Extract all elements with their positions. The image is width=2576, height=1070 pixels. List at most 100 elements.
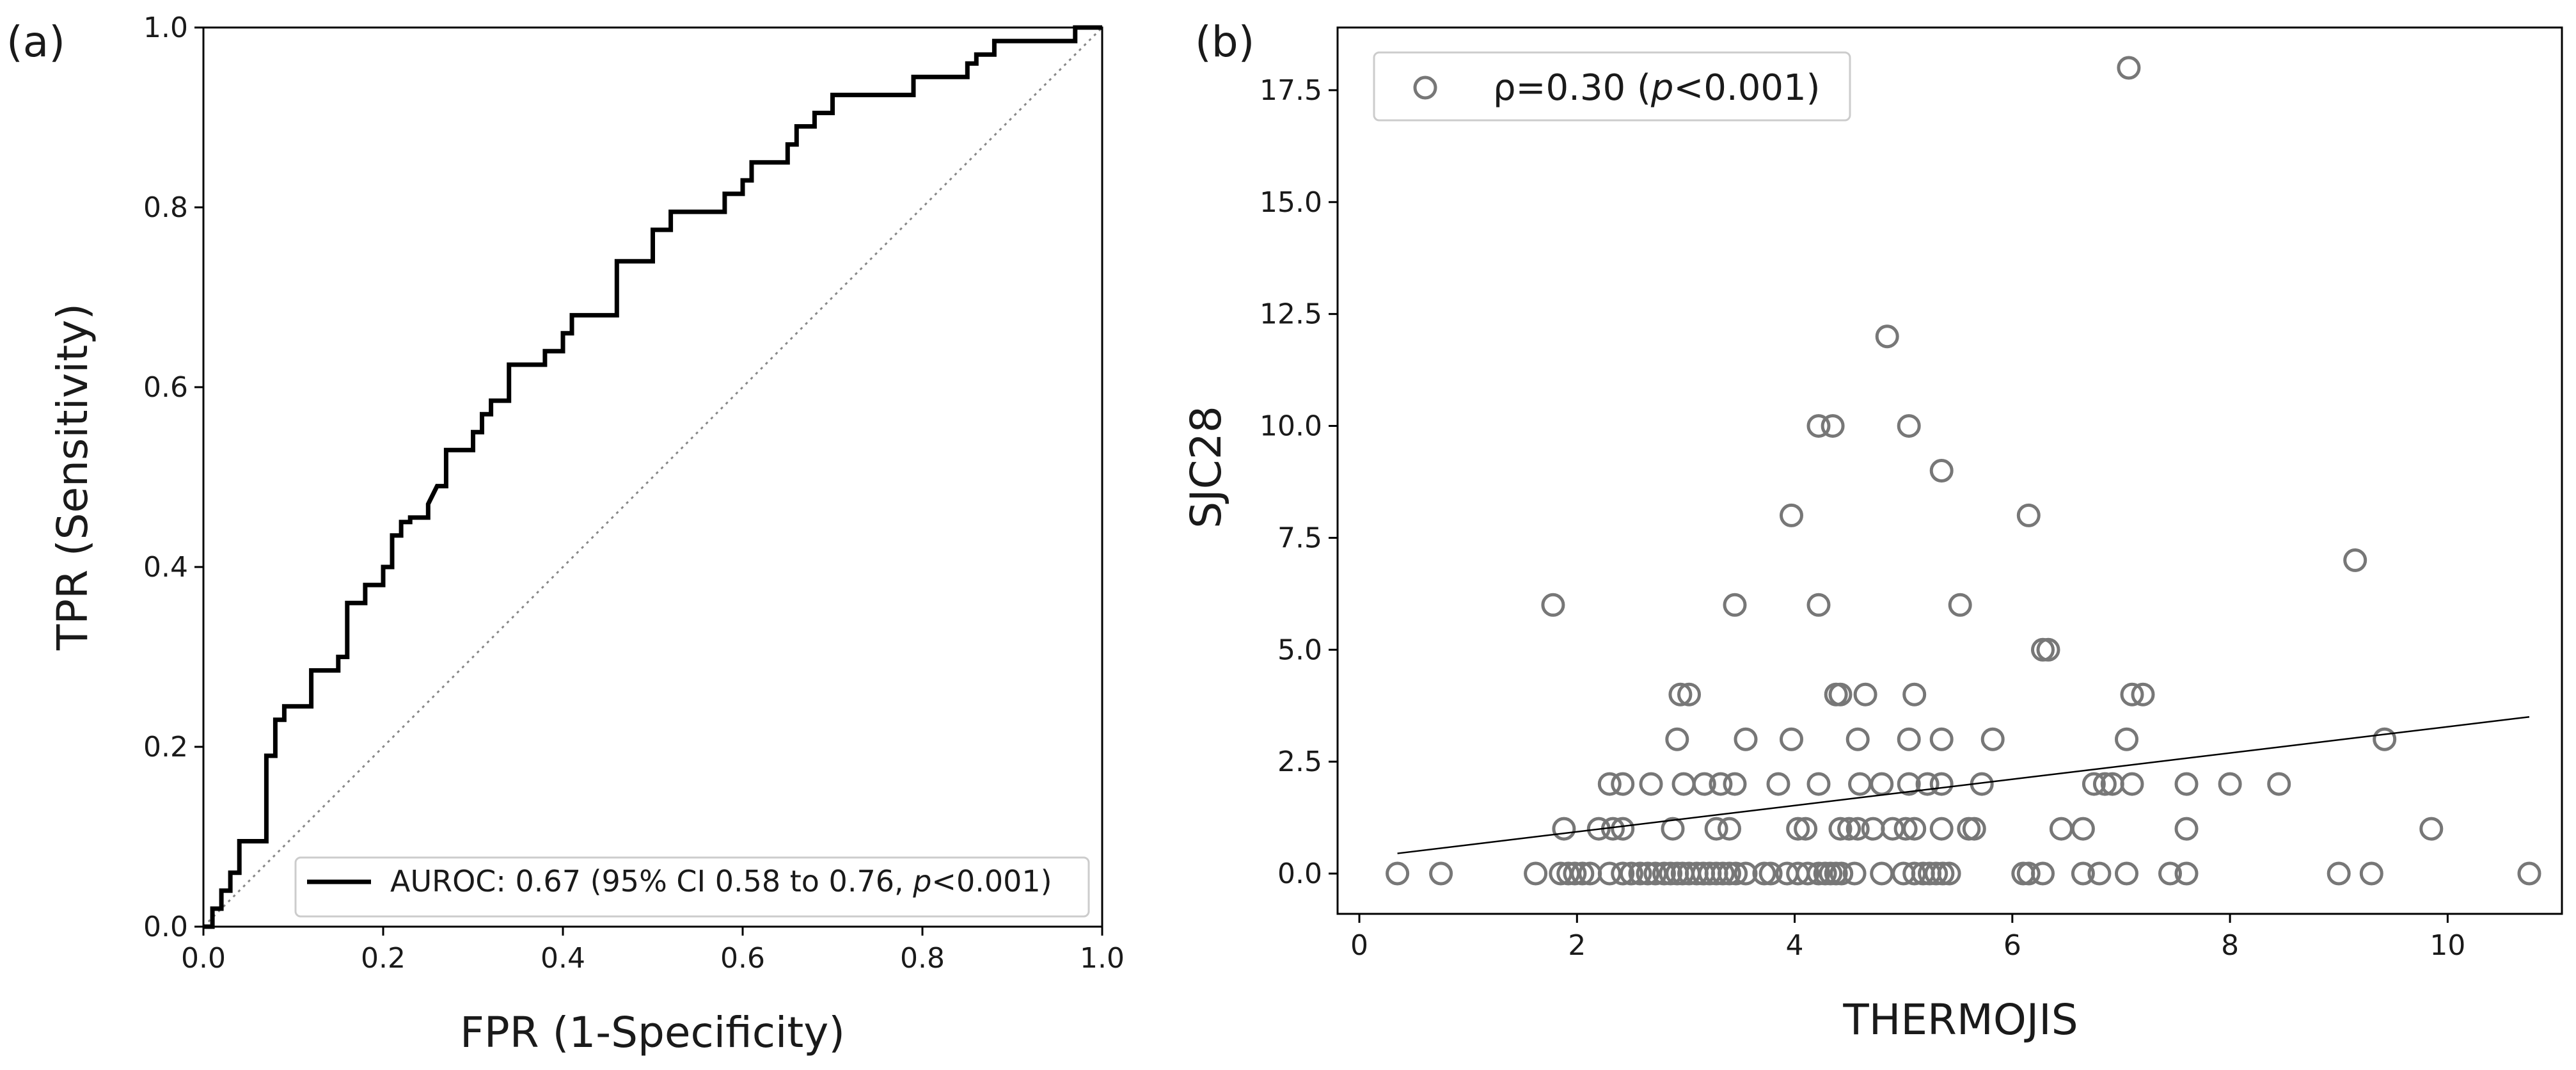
scatter-point <box>1661 817 1685 841</box>
scatter-y-tick-label: 2.5 <box>1277 746 1322 778</box>
scatter-point <box>1806 772 1831 796</box>
scatter-x-ticks: 0 2 4 6 8 10 <box>1350 914 2465 962</box>
scatter-point <box>2071 861 2095 886</box>
scatter-y-axis-label: SJC28 <box>1181 406 1231 528</box>
scatter-point <box>1659 861 1683 886</box>
scatter-point <box>1723 593 1747 617</box>
scatter-point <box>1570 861 1595 886</box>
scatter-y-ticks: 0.0 2.5 5.0 7.5 10.0 12.5 15.0 17.5 <box>1260 74 1338 890</box>
chance-diagonal-line <box>202 26 1103 928</box>
roc-y-ticks: 0.0 0.2 0.4 0.6 0.8 1.0 <box>143 12 203 943</box>
scatter-point <box>2419 817 2444 841</box>
roc-x-tick-label: 0.2 <box>361 942 406 975</box>
scatter-point <box>2115 727 2138 751</box>
scatter-point <box>1718 861 1741 886</box>
scatter-legend-label: ρ=0.30 (p<0.001) <box>1493 67 1820 109</box>
scatter-point <box>1734 727 1758 751</box>
scatter-point <box>1429 861 1453 886</box>
roc-legend-label-main: AUROC: 0.67 (95% CI 0.58 to 0.76, <box>390 864 913 898</box>
scatter-point <box>1552 817 1576 841</box>
panel-b-label: (b) <box>1195 17 1254 67</box>
roc-legend-label: AUROC: 0.67 (95% CI 0.58 to 0.76, p<0.00… <box>390 864 1052 898</box>
scatter-point <box>1718 817 1741 841</box>
scatter-point <box>1806 414 1831 438</box>
scatter-legend: ρ=0.30 (p<0.001) <box>1373 51 1851 122</box>
scatter-point <box>1597 772 1622 796</box>
scatter-point <box>1711 861 1735 886</box>
scatter-point <box>1794 817 1818 841</box>
scatter-point <box>1611 817 1635 841</box>
scatter-point <box>1704 817 1728 841</box>
scatter-point <box>2031 861 2055 886</box>
scatter-point <box>2071 817 2095 841</box>
scatter-point <box>2082 772 2106 796</box>
scatter-point <box>1796 861 1820 886</box>
scatter-point <box>2158 861 2182 886</box>
roc-x-axis-label: FPR (1-Specificity) <box>460 1008 845 1057</box>
scatter-point <box>1541 593 1565 617</box>
scatter-point <box>1937 861 1961 886</box>
scatter-point <box>1628 861 1652 886</box>
roc-x-tick-label: 1.0 <box>1080 942 1125 975</box>
scatter-x-tick-label: 2 <box>1568 929 1586 962</box>
scatter-x-tick-label: 0 <box>1350 929 1368 962</box>
scatter-point <box>1897 727 1921 751</box>
scatter-point <box>1853 682 1877 707</box>
scatter-y-tick-label: 7.5 <box>1277 522 1322 554</box>
scatter-point <box>1386 861 1410 886</box>
scatter-point <box>2115 861 2138 886</box>
scatter-point <box>1821 414 1845 438</box>
roc-x-tick-label: 0.4 <box>541 942 585 975</box>
roc-curve-line <box>203 25 1102 929</box>
scatter-y-tick-label: 15.0 <box>1260 186 1322 219</box>
roc-legend-label-tail: <0.001) <box>931 864 1052 898</box>
roc-legend: AUROC: 0.67 (95% CI 0.58 to 0.76, p<0.00… <box>294 856 1090 918</box>
scatter-point <box>1780 503 1803 527</box>
scatter-point <box>1931 861 1955 886</box>
scatter-point <box>2036 637 2060 662</box>
scatter-point <box>1524 861 1548 886</box>
roc-x-tick-label: 0.8 <box>900 942 945 975</box>
scatter-point <box>1586 817 1611 841</box>
scatter-point <box>2174 772 2199 796</box>
scatter-point <box>1665 727 1689 751</box>
scatter-point <box>1611 861 1635 886</box>
scatter-point <box>2092 772 2117 796</box>
scatter-point <box>2174 861 2199 886</box>
scatter-point <box>1845 727 1870 751</box>
scatter-point <box>2087 861 2112 886</box>
scatter-points-layer <box>1386 56 2541 886</box>
scatter-point <box>1677 682 1701 707</box>
roc-panel: (a) 0.0 0.2 0.4 0.6 0.8 1.0 0.0 0.2 0.4 0.6 0.8 1.… <box>6 12 1125 1057</box>
scatter-point <box>2267 772 2291 796</box>
roc-y-tick-label: 0.0 <box>143 911 188 943</box>
scatter-y-tick-label: 17.5 <box>1260 74 1322 107</box>
scatter-legend-label-tail: <0.001) <box>1673 67 1820 109</box>
scatter-point <box>2016 503 2041 527</box>
scatter-point <box>1780 727 1803 751</box>
scatter-point <box>2218 772 2242 796</box>
scatter-point <box>1723 772 1747 796</box>
panel-a-label: (a) <box>6 17 65 67</box>
roc-legend-box <box>294 856 1090 918</box>
scatter-point <box>1902 817 1927 841</box>
chance-line-layer <box>202 26 1103 928</box>
scatter-point <box>1806 861 1831 886</box>
roc-y-tick-label: 0.2 <box>143 731 188 763</box>
scatter-point <box>1929 817 1954 841</box>
scatter-y-tick-label: 0.0 <box>1277 858 1322 890</box>
scatter-point <box>1929 459 1954 483</box>
scatter-point <box>1806 593 1831 617</box>
regression-fit-line <box>1397 715 2530 854</box>
scatter-point <box>1897 414 1921 438</box>
roc-x-ticks: 0.0 0.2 0.4 0.6 0.8 1.0 <box>181 927 1125 975</box>
scatter-point <box>1828 817 1853 841</box>
scatter-point <box>1924 861 1948 886</box>
scatter-x-tick-label: 6 <box>2003 929 2021 962</box>
scatter-point <box>1929 772 1954 796</box>
scatter-point <box>2131 682 2155 707</box>
scatter-point <box>1828 682 1853 707</box>
scatter-x-tick-label: 4 <box>1786 929 1804 962</box>
scatter-x-axis-label: THERMOJIS <box>1842 995 2078 1044</box>
